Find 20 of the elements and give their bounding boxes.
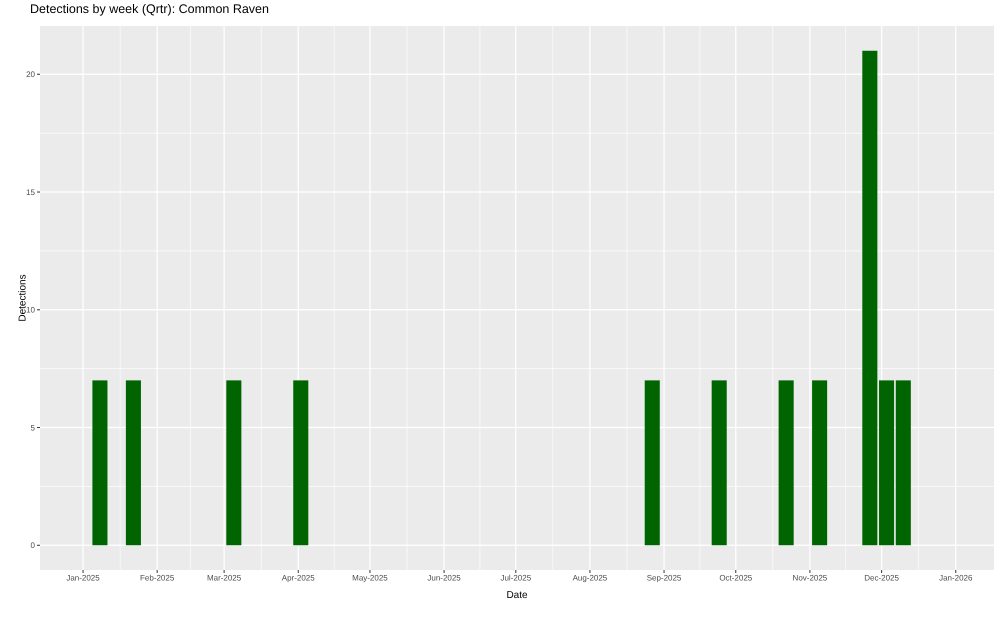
x-tick-label: Mar-2025 [206, 574, 242, 583]
y-tick-label: 5 [30, 423, 36, 432]
x-tick-label: Oct-2025 [719, 574, 753, 583]
x-tick-label: Feb-2025 [140, 574, 175, 583]
y-tick-label: 20 [26, 70, 36, 80]
x-tick-label: Jun-2025 [427, 574, 462, 583]
y-tick-label: 10 [26, 306, 36, 315]
x-tick-label: Aug-2025 [572, 574, 608, 583]
y-tick-label: 0 [30, 541, 36, 550]
x-tick-label: Jan-2025 [66, 574, 100, 583]
x-tick-label: Dec-2025 [864, 574, 900, 583]
x-axis-title: Date [506, 590, 528, 601]
x-tick-label: Jan-2026 [939, 574, 973, 583]
x-tick-label: Apr-2025 [282, 574, 316, 583]
x-tick-label: Sep-2025 [646, 574, 682, 583]
x-tick-label: Jul-2025 [500, 574, 532, 583]
chart-title: Detections by week (Qrtr): Common Raven [30, 2, 270, 16]
x-tick-label: May-2025 [352, 574, 388, 583]
y-tick-label: 15 [26, 188, 36, 197]
x-tick-label: Nov-2025 [792, 574, 828, 583]
